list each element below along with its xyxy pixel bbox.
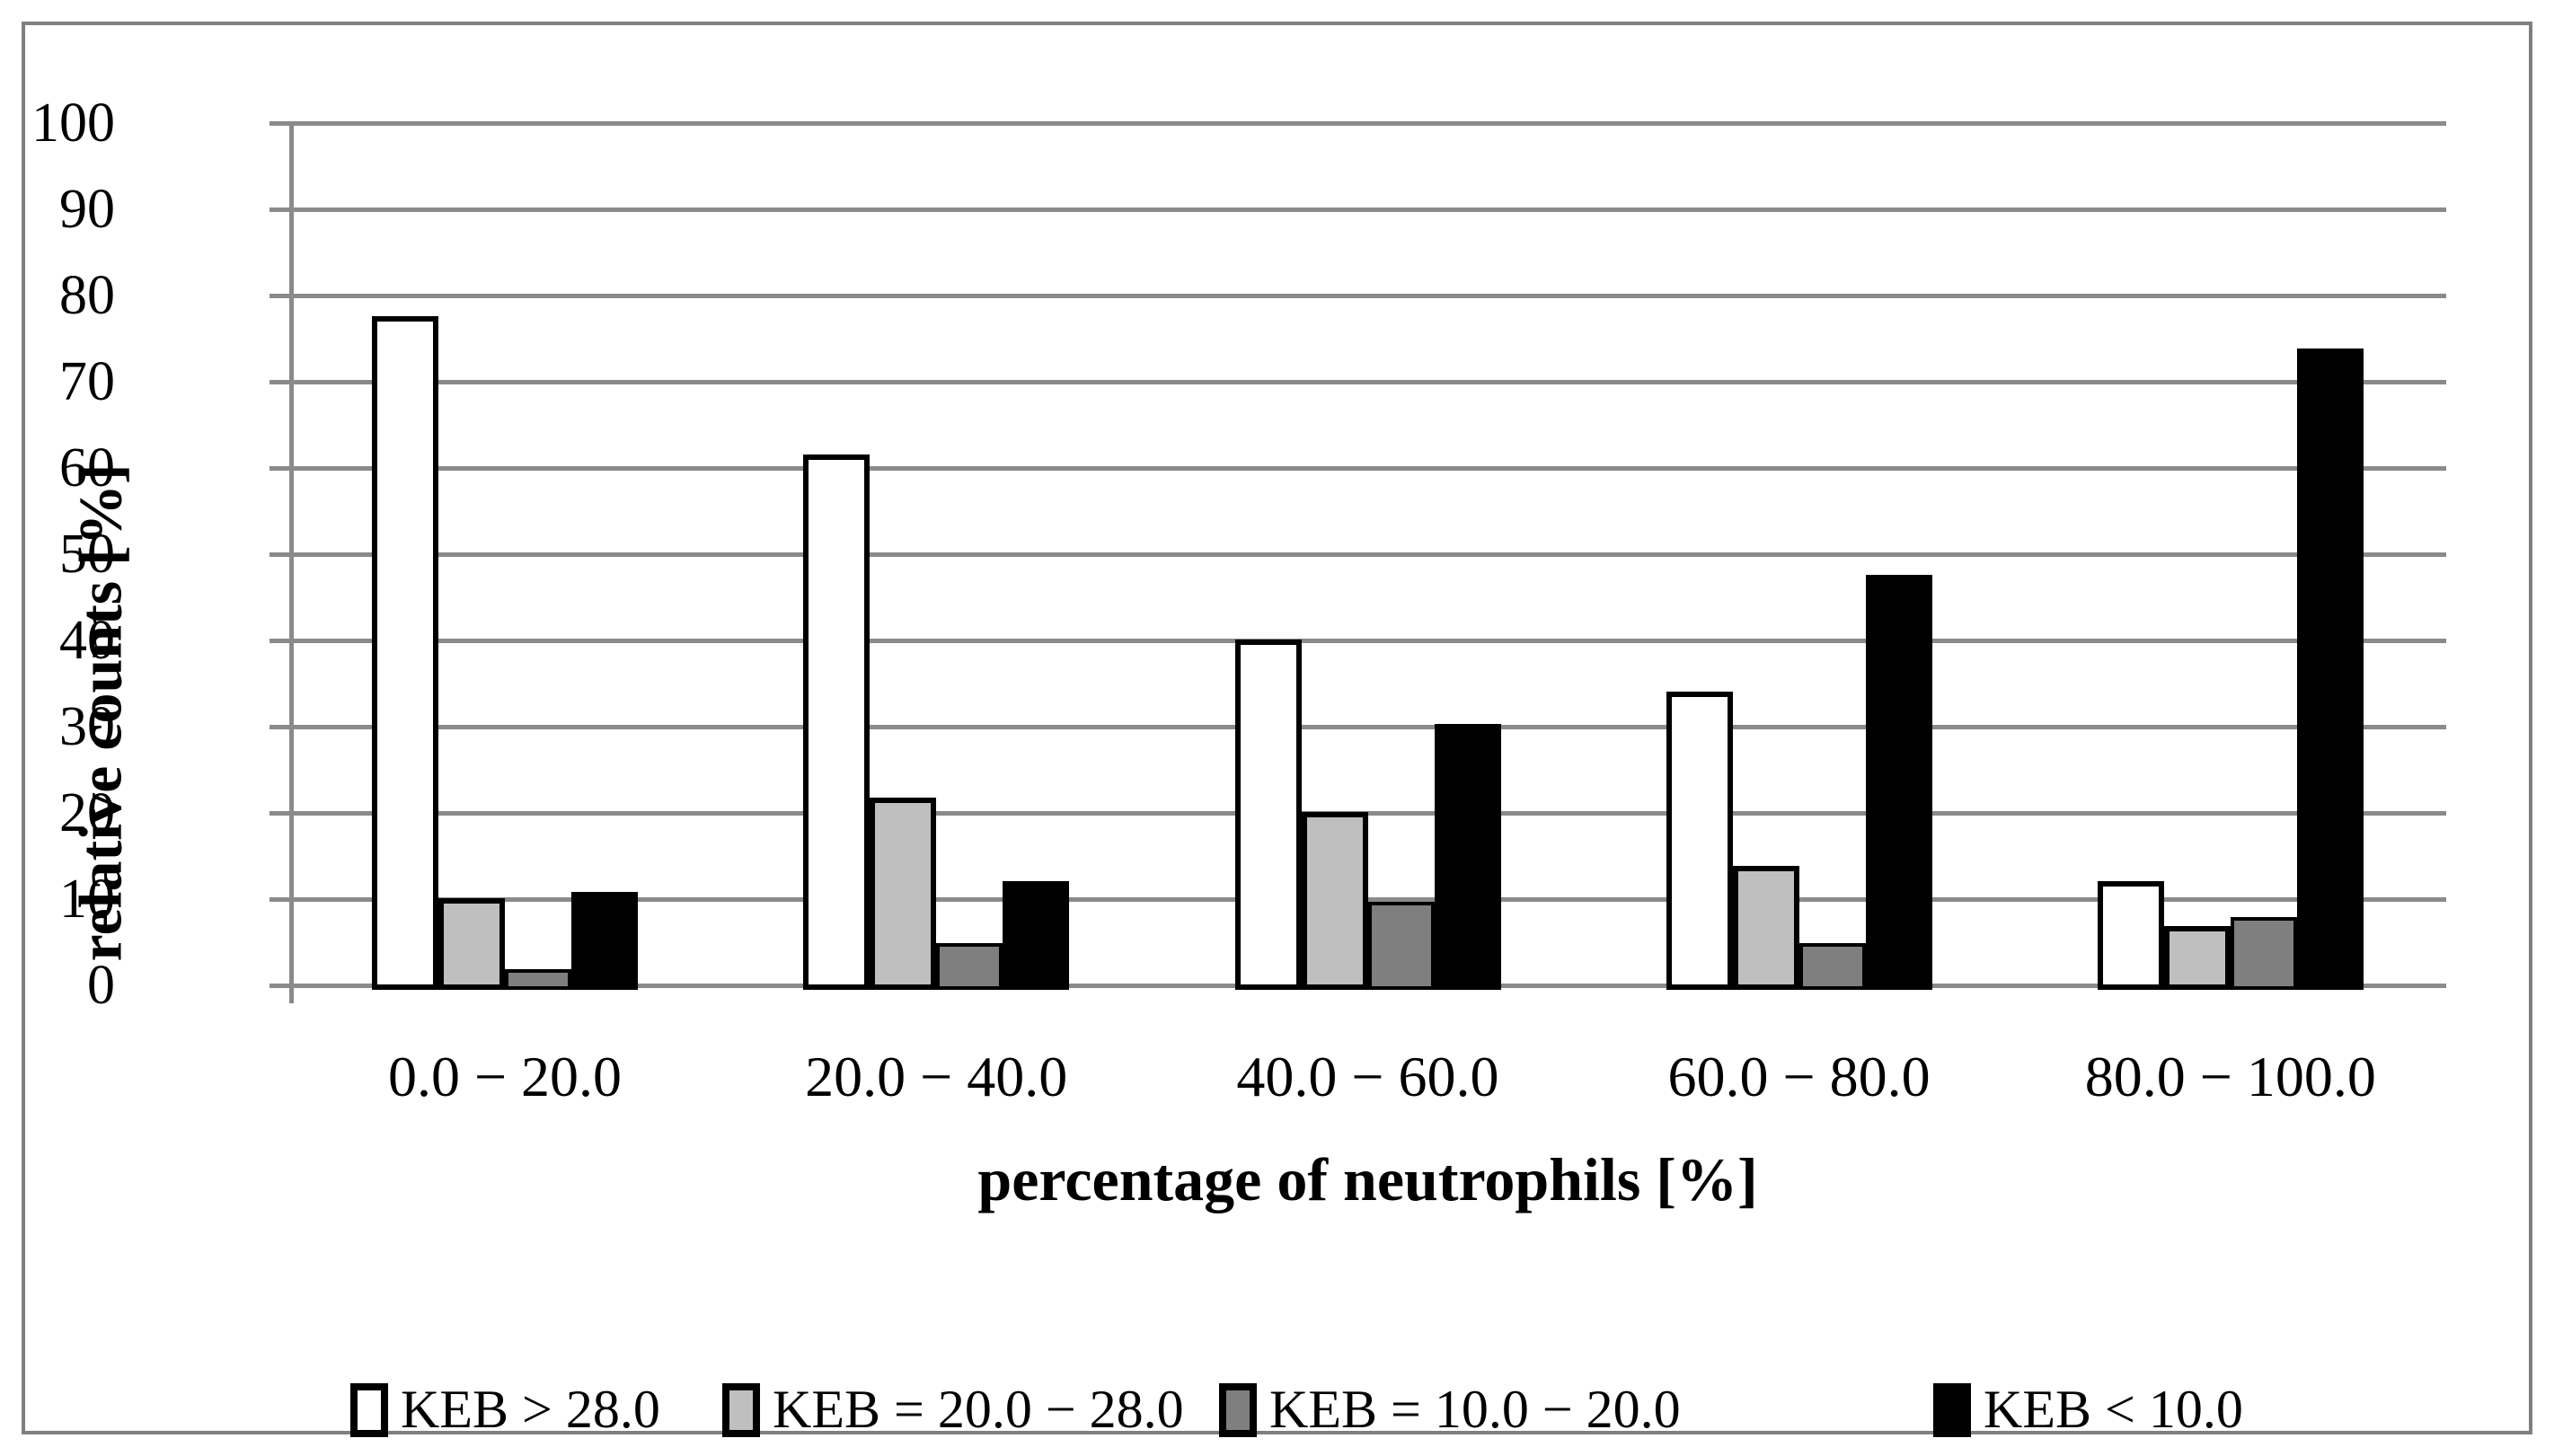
legend-swatch-icon: [1219, 1382, 1257, 1437]
legend-label: KEB = 10.0 − 20.0: [1269, 1380, 1681, 1439]
legend-label: KEB > 28.0: [401, 1380, 660, 1439]
bar-group: [372, 123, 639, 990]
bar: [505, 969, 572, 990]
bar: [2296, 349, 2364, 990]
x-tick-label: 80.0 − 100.0: [2084, 1045, 2376, 1108]
gridline: [270, 639, 2446, 643]
legend-label: KEB < 10.0: [1984, 1380, 2243, 1439]
gridline: [270, 466, 2446, 471]
bar: [1301, 812, 1368, 990]
bar: [1865, 575, 1932, 990]
legend-item: KEB = 10.0 − 20.0: [1219, 1379, 1681, 1441]
gridline: [270, 552, 2446, 557]
bar: [438, 898, 506, 990]
bar-group: [2097, 123, 2364, 990]
bar: [1234, 640, 1302, 990]
bar: [2230, 917, 2297, 990]
bar: [1798, 943, 1866, 990]
gridline: [270, 121, 2446, 126]
bar-group: [1666, 123, 1932, 990]
bar: [1732, 866, 1799, 990]
bar: [372, 316, 439, 990]
bar: [1666, 692, 1733, 990]
plot-area: 100 90 80 70 60 50 40 30 20 10 0 relative counts […: [31, 95, 2446, 1439]
legend-item: KEB = 20.0 − 28.0: [722, 1379, 1184, 1441]
legend-swatch-icon: [350, 1382, 388, 1437]
legend-label: KEB = 20.0 − 28.0: [773, 1380, 1184, 1439]
x-tick-label: 0.0 − 20.0: [387, 1045, 623, 1108]
gridline: [270, 207, 2446, 212]
bar-group: [803, 123, 1070, 990]
legend-item: KEB > 28.0: [350, 1379, 660, 1441]
bar: [1434, 724, 1501, 990]
y-axis-title: relative counts [%]: [66, 463, 135, 962]
bar: [1003, 881, 1070, 990]
y-axis-line: [289, 123, 294, 1003]
bar: [2163, 926, 2231, 990]
bar: [870, 798, 937, 990]
bar: [1367, 902, 1435, 990]
legend: KEB > 28.0 KEB = 20.0 − 28.0 KEB = 10.0 − …: [289, 1379, 2446, 1451]
figure-border: [22, 22, 2532, 1434]
bar: [803, 454, 870, 990]
x-axis-title: percentage of neutrophils [%]: [977, 1145, 1758, 1213]
bar: [2097, 881, 2164, 990]
bar: [571, 892, 639, 990]
gridline: [270, 725, 2446, 729]
bar: [936, 943, 1003, 990]
bar-group: [1234, 123, 1501, 990]
x-tick-label: 20.0 − 40.0: [805, 1045, 1068, 1108]
gridline: [270, 294, 2446, 298]
legend-swatch-icon: [1933, 1382, 1971, 1437]
gridline: [270, 380, 2446, 384]
x-tick-label: 60.0 − 80.0: [1667, 1045, 1931, 1108]
legend-item: KEB < 10.0: [1933, 1379, 2243, 1441]
x-tick-label: 40.0 − 60.0: [1236, 1045, 1499, 1108]
legend-swatch-icon: [722, 1382, 760, 1437]
